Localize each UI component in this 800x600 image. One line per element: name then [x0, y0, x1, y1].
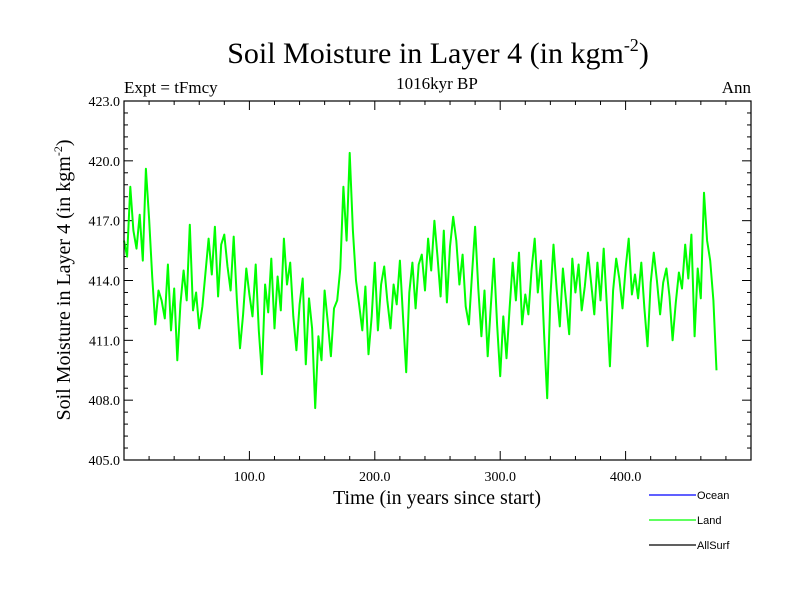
x-tick-label: 100.0 — [234, 470, 266, 485]
chart-title: Soil Moisture in Layer 4 (in kgm-2) — [227, 35, 649, 70]
y-axis-label-close: ) — [53, 139, 75, 146]
y-tick-label: 405.0 — [89, 454, 121, 469]
x-tick-label: 300.0 — [484, 470, 516, 485]
y-tick-label: 420.0 — [89, 155, 121, 170]
title-superscript: -2 — [624, 35, 639, 55]
y-axis-label-superscript: -2 — [51, 146, 65, 156]
series-line-land — [123, 151, 718, 410]
x-tick-label: 400.0 — [610, 470, 642, 485]
y-tick-label: 417.0 — [89, 215, 121, 230]
y-axis-label: Soil Moisture in Layer 4 (in kgm-2) — [51, 139, 75, 420]
experiment-label: Expt = tFmcy — [124, 78, 218, 97]
plot-axes: 405.0 408.0 411.0 414.0 417.0 420.0 423.0 100.0… — [89, 95, 752, 485]
x-axis-label: Time (in years since start) — [333, 487, 541, 509]
x-tick-label: 200.0 — [359, 470, 391, 485]
season-label: Ann — [722, 78, 752, 97]
legend-label-land: Land — [697, 515, 721, 527]
y-tick-label: 408.0 — [89, 394, 121, 409]
legend-label-ocean: Ocean — [697, 490, 729, 502]
y-tick-label: 411.0 — [89, 334, 120, 349]
plot-frame — [123, 100, 752, 461]
y-axis-label-text: Soil Moisture in Layer 4 (in kgm — [53, 156, 75, 421]
chart-legend: Ocean Land AllSurf — [649, 490, 730, 552]
legend-label-allsurf: AllSurf — [697, 540, 730, 552]
y-tick-label: 423.0 — [89, 95, 121, 110]
title-close: ) — [639, 37, 649, 70]
title-text: Soil Moisture in Layer 4 (in kgm — [227, 37, 624, 70]
chart-subtitle: 1016kyr BP — [396, 74, 478, 93]
y-tick-label: 414.0 — [89, 275, 121, 290]
series-layer — [123, 151, 718, 410]
